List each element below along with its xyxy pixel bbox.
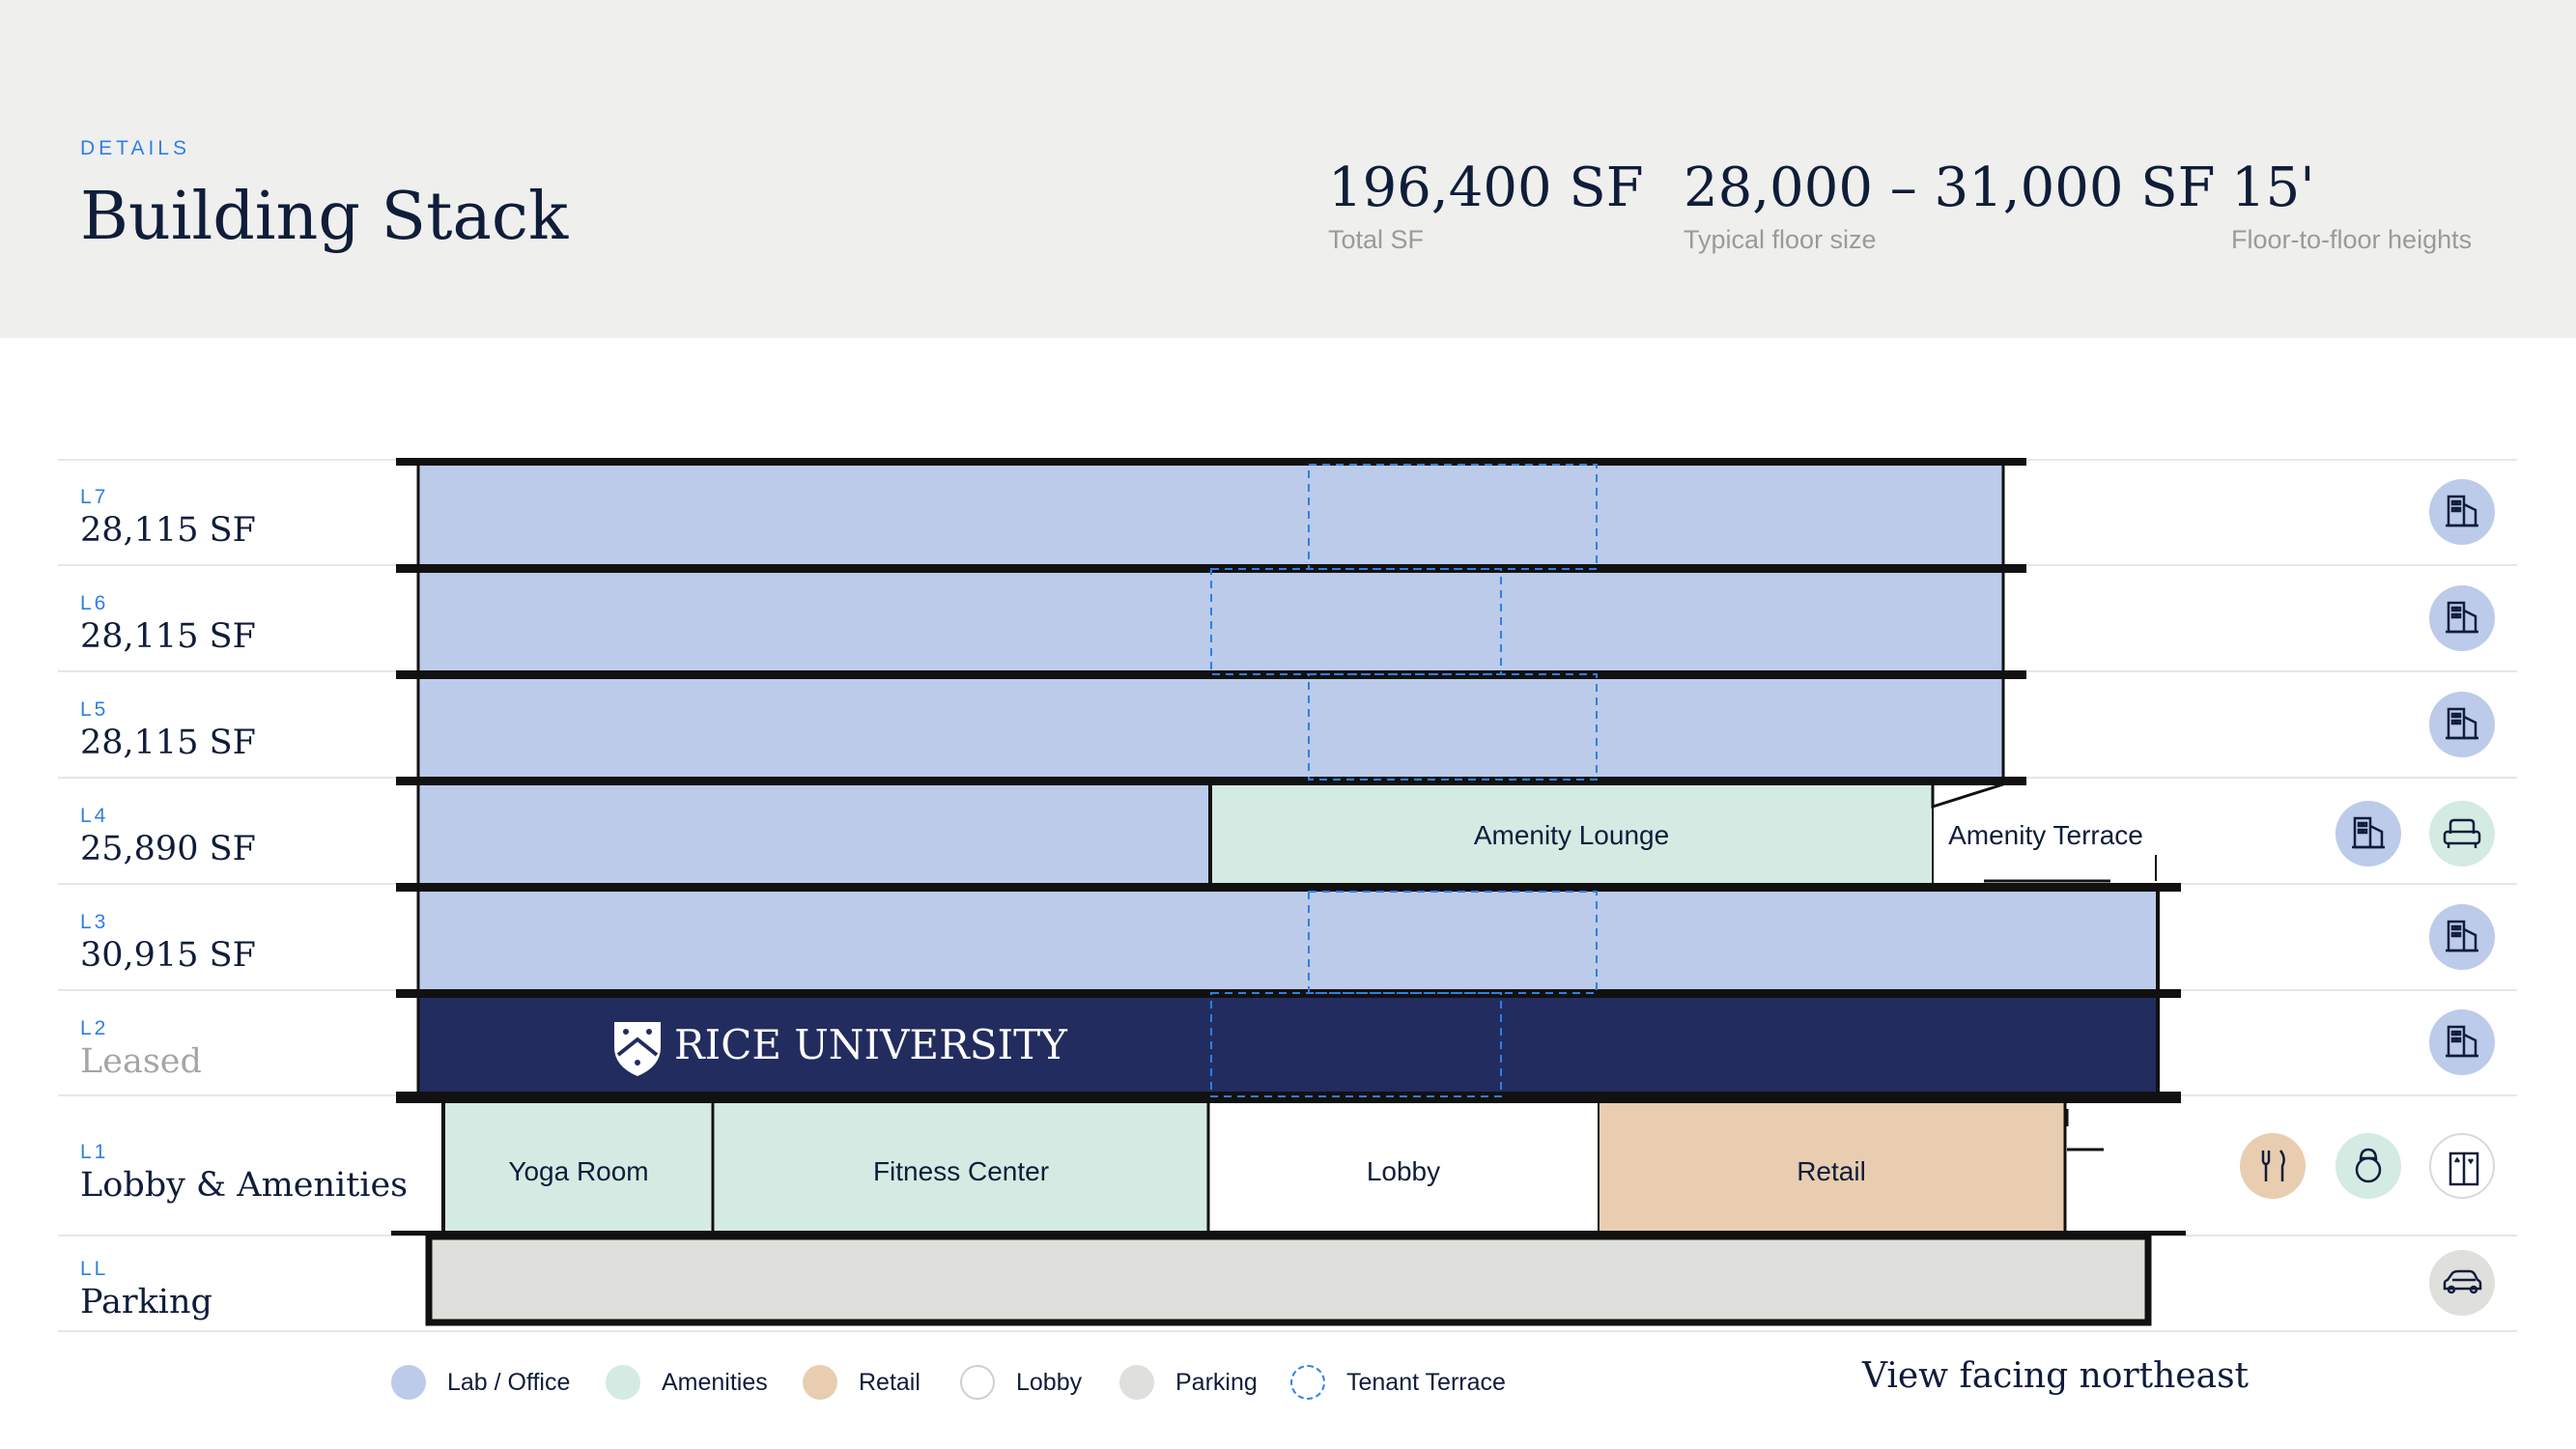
tenant-terrace-outlines	[1210, 464, 1598, 1097]
lobby-block	[1209, 1103, 1598, 1232]
level-code: L5	[80, 698, 109, 721]
elevator-icon	[2429, 1133, 2495, 1199]
amenity-lounge-label: Amenity Lounge	[1474, 820, 1669, 850]
level-area: 25,890 SF	[80, 830, 256, 868]
level-area: 28,115 SF	[80, 511, 256, 550]
office-building-icon	[2429, 1009, 2495, 1075]
stat-floor-height: 15' Floor-to-floor heights	[2231, 156, 2472, 255]
office-building-icon	[2429, 904, 2495, 970]
level-l7: L7 28,115 SF	[80, 486, 256, 550]
row-divider	[58, 1330, 2517, 1332]
amenity-lounge-block	[1211, 785, 1932, 886]
level-area: Leased	[80, 1042, 202, 1081]
floor-l2-tenant	[419, 997, 2158, 1094]
legend-swatch	[1119, 1365, 1154, 1400]
kettlebell-icon	[2335, 1133, 2401, 1199]
stat-value: 28,000 – 31,000 SF	[1684, 156, 2216, 219]
level-code: L3	[80, 911, 109, 933]
level-code: LL	[80, 1258, 109, 1280]
retail-label: Retail	[1797, 1156, 1866, 1186]
yoga-room-block	[445, 1103, 713, 1232]
level-l1: L1 Lobby & Amenities	[80, 1141, 408, 1205]
floor-l7-office	[419, 464, 2003, 567]
section-eyebrow: DETAILS	[80, 137, 190, 159]
office-building-icon	[2429, 585, 2495, 651]
fitness-center-block	[715, 1103, 1207, 1232]
car-icon	[2429, 1250, 2495, 1316]
parking-block	[425, 1233, 2152, 1326]
fitness-center-label: Fitness Center	[873, 1156, 1049, 1186]
tenant-name: RICE UNIVERSITY	[674, 1021, 1068, 1068]
stat-value: 15'	[2231, 156, 2315, 219]
level-l2: L2 Leased	[80, 1017, 202, 1081]
floor-l3-office	[419, 892, 2158, 990]
legend-swatch	[606, 1365, 640, 1400]
level-area: Lobby & Amenities	[80, 1166, 409, 1205]
legend-swatch	[803, 1365, 837, 1400]
legend-label: Lab / Office	[447, 1369, 571, 1396]
yoga-room-label: Yoga Room	[508, 1156, 648, 1186]
level-l5: L5 28,115 SF	[80, 698, 256, 762]
legend-label: Retail	[859, 1369, 920, 1396]
legend-label: Lobby	[1016, 1369, 1083, 1396]
stat-label: Floor-to-floor heights	[2231, 225, 2473, 254]
stat-label: Typical floor size	[1684, 225, 1877, 254]
floor-l4-office	[419, 785, 1209, 886]
level-area: 28,115 SF	[80, 617, 256, 656]
stat-total-sf: 196,400 SF Total SF	[1328, 156, 1644, 255]
floor-l5-office	[419, 679, 2003, 780]
office-building-icon	[2429, 692, 2495, 757]
retail-block	[1599, 1103, 2064, 1232]
legend-label: Parking	[1175, 1369, 1258, 1396]
legend-label: Tenant Terrace	[1346, 1369, 1506, 1396]
level-code: L4	[80, 805, 109, 827]
legend-swatch	[960, 1365, 995, 1400]
level-l6: L6 28,115 SF	[80, 592, 256, 656]
stat-value: 196,400 SF	[1328, 156, 1644, 219]
level-l4: L4 25,890 SF	[80, 805, 256, 868]
level-code: L1	[80, 1141, 109, 1163]
legend-swatch	[391, 1365, 426, 1400]
header-band: DETAILS Building Stack 196,400 SF Total …	[0, 0, 2576, 338]
view-orientation-note: View facing northeast	[1862, 1356, 2250, 1396]
level-l3: L3 30,915 SF	[80, 911, 256, 975]
office-building-icon	[2429, 479, 2495, 545]
level-code: L2	[80, 1017, 109, 1039]
level-area: 30,915 SF	[80, 936, 256, 975]
lounge-sofa-icon	[2429, 801, 2495, 867]
stat-label: Total SF	[1328, 225, 1425, 254]
page-title: Building Stack	[80, 179, 569, 255]
level-area: 28,115 SF	[80, 724, 256, 762]
level-ll: LL Parking	[80, 1258, 212, 1321]
exterior-walls	[416, 464, 2160, 1233]
level-code: L7	[80, 486, 109, 508]
office-building-icon	[2335, 801, 2401, 867]
rice-shield-logo	[614, 1022, 661, 1076]
legend-label: Amenities	[662, 1369, 768, 1396]
level-area: Parking	[80, 1283, 212, 1321]
lobby-label: Lobby	[1367, 1156, 1440, 1186]
stat-typical-floor: 28,000 – 31,000 SF Typical floor size	[1684, 156, 2216, 255]
legend-swatch	[1290, 1365, 1325, 1400]
amenity-terrace-label: Amenity Terrace	[1948, 820, 2143, 850]
fork-knife-icon	[2240, 1133, 2306, 1199]
level-code: L6	[80, 592, 109, 614]
